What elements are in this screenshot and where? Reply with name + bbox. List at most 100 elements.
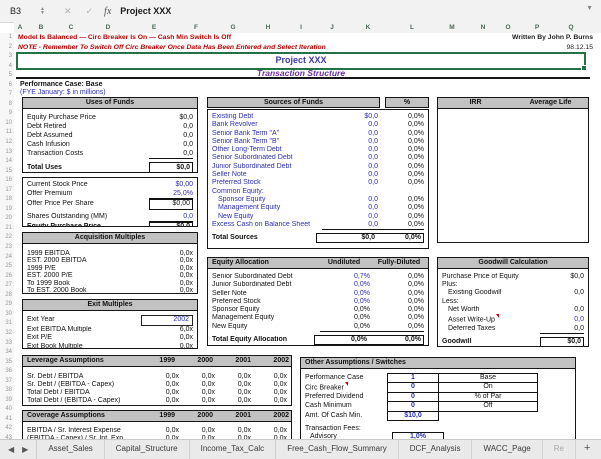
column-header-B[interactable]: B <box>38 24 44 31</box>
row-header-27[interactable]: 27 <box>5 282 12 289</box>
cell-value[interactable]: 0,0 <box>183 123 193 130</box>
column-header-N[interactable]: N <box>480 24 486 31</box>
cell-value[interactable]: $0,0 <box>179 114 193 121</box>
cell-value[interactable]: 0,0x <box>201 389 215 396</box>
cell-value[interactable]: 0,0x <box>273 435 287 440</box>
cell-value[interactable]: 0,0x <box>273 389 287 396</box>
add-sheet-button[interactable]: + <box>583 442 591 454</box>
row-header-14[interactable]: 14 <box>5 158 12 165</box>
cell-value[interactable]: 0,0x <box>201 397 215 404</box>
cell-value[interactable]: $0,0 <box>149 162 193 172</box>
row-header-10[interactable]: 10 <box>5 119 12 126</box>
cell-value[interactable]: 0,0% <box>354 297 370 305</box>
row-header-30[interactable]: 30 <box>5 310 12 317</box>
cell-value[interactable]: 0,0x <box>179 287 193 294</box>
row-header-31[interactable]: 31 <box>5 320 12 327</box>
column-header-O[interactable]: O <box>505 24 511 31</box>
cell-value[interactable]: 0,0 <box>574 316 584 324</box>
cell-value[interactable]: $0,0 <box>570 273 584 280</box>
cell-value[interactable]: 0,0 <box>574 305 584 313</box>
cell-value[interactable]: 0,0 <box>540 325 584 334</box>
row-header-39[interactable]: 39 <box>5 396 12 403</box>
cell-value[interactable]: 0,0x <box>165 389 179 396</box>
cell-value[interactable]: 0,0x <box>179 334 193 342</box>
row-header-21[interactable]: 21 <box>5 224 12 231</box>
cell-value[interactable]: $0,0 <box>361 234 375 242</box>
cell-value[interactable]: 0,0% <box>354 314 370 322</box>
row-header-34[interactable]: 34 <box>5 349 12 356</box>
row-header-36[interactable]: 36 <box>5 368 12 375</box>
cell-value[interactable]: 0,0% <box>408 314 424 322</box>
row-header-26[interactable]: 26 <box>5 272 12 279</box>
cell-value[interactable]: 0,0x <box>237 435 251 440</box>
row-header-13[interactable]: 13 <box>5 148 12 155</box>
row-header-33[interactable]: 33 <box>5 339 12 346</box>
cell-value[interactable]: 0,0 <box>368 212 378 220</box>
cell-value[interactable]: 0,0% <box>408 289 424 297</box>
enter-icon[interactable]: ✓ <box>85 5 94 16</box>
cell-value[interactable]: 0,0% <box>408 171 424 179</box>
fee-value-cell[interactable]: 1,0% <box>392 431 444 439</box>
cell-value[interactable]: 0,0x <box>201 427 215 434</box>
row-header-1[interactable]: 1 <box>8 34 12 40</box>
cell-value[interactable]: 0,0 <box>183 141 193 148</box>
cell-value[interactable]: 0,0 <box>368 137 378 145</box>
cell-value[interactable]: 0,0x <box>179 342 193 349</box>
cell-value[interactable]: 0,0 <box>368 146 378 154</box>
column-header-D[interactable]: D <box>105 24 111 31</box>
cancel-icon[interactable]: ✕ <box>63 5 72 16</box>
cell-value[interactable]: 0,0% <box>354 306 370 314</box>
column-header-L[interactable]: L <box>410 24 414 31</box>
formula-bar-collapse-icon[interactable]: ▼ <box>586 5 593 12</box>
sheet-tab-free_cash_flow_summary[interactable]: Free_Cash_Flow_Summary <box>276 440 399 459</box>
cell-value[interactable]: 25,0% <box>149 190 193 200</box>
cell-value[interactable]: 0,0 <box>368 195 378 203</box>
cell-value[interactable]: 0,0x <box>237 397 251 404</box>
tab-scroll-right-icon[interactable]: ▶ <box>22 445 29 454</box>
row-header-20[interactable]: 20 <box>5 215 12 222</box>
row-header-24[interactable]: 24 <box>5 253 12 260</box>
tab-scroll-left-icon[interactable]: ◀ <box>8 445 15 454</box>
row-header-42[interactable]: 42 <box>5 425 12 432</box>
column-header-P[interactable]: P <box>534 24 540 31</box>
cell-value[interactable]: 0,0 <box>149 149 193 159</box>
row-header-38[interactable]: 38 <box>5 387 12 394</box>
sheet-tab-asset_sales[interactable]: Asset_Sales <box>36 440 105 459</box>
row-header-23[interactable]: 23 <box>5 244 12 251</box>
cell-value[interactable]: 0,0 <box>149 213 193 223</box>
column-header-E[interactable]: E <box>151 24 157 31</box>
row-header-16[interactable]: 16 <box>5 177 12 184</box>
cell-value[interactable]: 0,0x <box>165 427 179 434</box>
cell-value[interactable]: 0,0x <box>237 389 251 396</box>
cell-value[interactable]: 0,0x <box>165 435 179 440</box>
cell-value[interactable]: 0,0% <box>408 195 424 203</box>
name-box[interactable]: B3 <box>10 6 22 16</box>
sheet-tab-re[interactable]: Re <box>543 440 576 459</box>
cell-value[interactable]: 0,0x <box>165 397 179 404</box>
column-header-A[interactable]: A <box>17 24 23 31</box>
fx-icon[interactable]: fx <box>104 5 112 17</box>
cell-value[interactable]: 0,0x <box>179 250 193 257</box>
cell-value[interactable]: 0,0x <box>273 373 287 380</box>
cell-value[interactable]: 0,0% <box>408 281 424 289</box>
cell-value[interactable]: 0,0% <box>354 281 370 289</box>
cell-value[interactable]: $0,0 <box>364 113 378 120</box>
cell-value[interactable]: 0,0% <box>405 336 421 344</box>
column-header-J[interactable]: J <box>330 24 334 31</box>
cell-value[interactable]: 0,0x <box>201 381 215 388</box>
cell-value[interactable]: 0,0x <box>237 373 251 380</box>
cell-value[interactable]: 0,0x <box>179 272 193 280</box>
cell-value[interactable]: 0,0 <box>368 162 378 170</box>
cell-value[interactable]: $0,0 <box>149 222 193 226</box>
sheet-tab-income_tax_calc[interactable]: Income_Tax_Calc <box>190 440 277 459</box>
cell-value[interactable]: 0,0% <box>408 212 424 220</box>
cell-value[interactable]: 0,0% <box>408 113 424 120</box>
row-headers[interactable]: 1 2 3 4 5 6 7 8 9 10 11 12 13 14 15 16 17 18 19 20 21 22 23 24 2… <box>0 33 15 440</box>
row-header-12[interactable]: 12 <box>5 139 12 146</box>
cell-value[interactable]: 0,0 <box>368 121 378 129</box>
cell-value[interactable]: 0,0 <box>574 289 584 297</box>
cell-value[interactable]: $0,00 <box>175 181 193 188</box>
cell-value[interactable]: 0,0 <box>368 154 378 162</box>
spreadsheet-area[interactable]: Model Is Balanced — Circ Breaker Is On —… <box>14 33 601 440</box>
column-header-C[interactable]: C <box>68 24 74 31</box>
